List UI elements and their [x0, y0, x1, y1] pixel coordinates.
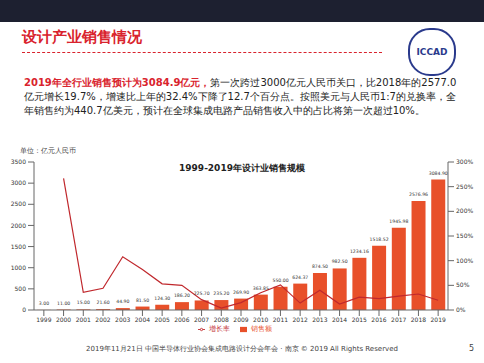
svg-text:225.70: 225.70 — [194, 291, 210, 296]
svg-text:2010: 2010 — [253, 316, 268, 323]
svg-text:2015: 2015 — [352, 316, 367, 323]
svg-text:2007: 2007 — [194, 316, 209, 323]
svg-text:200%: 200% — [456, 207, 473, 214]
svg-text:21.60: 21.60 — [97, 300, 110, 305]
svg-text:100%: 100% — [456, 257, 473, 264]
svg-text:2011: 2011 — [273, 316, 288, 323]
svg-text:300%: 300% — [456, 158, 473, 165]
svg-text:2017: 2017 — [391, 316, 406, 323]
svg-text:2013: 2013 — [312, 316, 327, 323]
html-text:5: 5 — [468, 344, 474, 353]
html-text:1999-2019年设计业销售规模: 1999-2019年设计业销售规模 — [179, 163, 305, 173]
html-text:增长率: 增长率 — [209, 325, 230, 333]
svg-text:0%: 0% — [456, 306, 466, 313]
svg-text:2014: 2014 — [332, 316, 347, 323]
svg-text:1000: 1000 — [11, 264, 26, 271]
svg-text:3084.90: 3084.90 — [429, 171, 448, 176]
svg-text:2005: 2005 — [155, 316, 170, 323]
svg-text:2018: 2018 — [411, 316, 426, 323]
svg-text:11.00: 11.00 — [57, 301, 70, 306]
svg-text:2576.96: 2576.96 — [409, 192, 428, 197]
html-text:销售额: 销售额 — [251, 325, 272, 333]
svg-text:2003: 2003 — [115, 316, 130, 323]
svg-text:15.00: 15.00 — [77, 300, 90, 305]
svg-text:624.37: 624.37 — [292, 275, 308, 280]
svg-text:1234.16: 1234.16 — [350, 249, 369, 254]
svg-text:550.00: 550.00 — [272, 278, 288, 283]
html-text:2019年全行业销售预计为3084.9亿元，第一次跨过300: 2019年全行业销售预计为3084.9亿元，第一次跨过3000亿元人民币关口，比… — [24, 77, 457, 116]
svg-text:2016: 2016 — [371, 316, 386, 323]
svg-text:3.00: 3.00 — [39, 301, 49, 306]
html-text:2019年11月21日 中国半导体行业协会集成电路设计分会年: 2019年11月21日 中国半导体行业协会集成电路设计分会年会 · 南京 © 2… — [86, 345, 398, 353]
svg-text:982.50: 982.50 — [332, 259, 348, 264]
html-text:单位：亿元人民币: 单位：亿元人民币 — [20, 147, 76, 155]
svg-text:2000: 2000 — [11, 222, 26, 229]
svg-text:3000: 3000 — [11, 179, 26, 186]
svg-text:269.90: 269.90 — [233, 290, 249, 295]
svg-text:2019: 2019 — [431, 316, 446, 323]
svg-text:81.50: 81.50 — [136, 298, 149, 303]
svg-text:363.85: 363.85 — [253, 286, 269, 291]
svg-text:1945.98: 1945.98 — [389, 219, 408, 224]
svg-text:1999: 1999 — [36, 316, 51, 323]
svg-text:500: 500 — [15, 285, 27, 292]
svg-text:2004: 2004 — [135, 316, 150, 323]
html-text:ICCAD: ICCAD — [416, 47, 448, 57]
svg-text:150%: 150% — [456, 232, 473, 239]
svg-text:1500: 1500 — [11, 243, 26, 250]
svg-text:2000: 2000 — [56, 316, 71, 323]
svg-text:2002: 2002 — [95, 316, 110, 323]
svg-text:2006: 2006 — [174, 316, 189, 323]
svg-text:44.90: 44.90 — [116, 299, 129, 304]
svg-text:2008: 2008 — [214, 316, 229, 323]
svg-text:2500: 2500 — [11, 200, 26, 207]
svg-text:874.50: 874.50 — [312, 264, 328, 269]
svg-text:2001: 2001 — [76, 316, 91, 323]
svg-text:2012: 2012 — [293, 316, 308, 323]
svg-text:0: 0 — [22, 306, 26, 313]
svg-text:235.20: 235.20 — [213, 291, 229, 296]
svg-text:2009: 2009 — [233, 316, 248, 323]
svg-text:124.30: 124.30 — [154, 296, 170, 301]
svg-text:186.20: 186.20 — [174, 293, 190, 298]
svg-text:250%: 250% — [456, 183, 473, 190]
html-text:设计产业销售情况: 设计产业销售情况 — [22, 28, 142, 46]
svg-text:1518.52: 1518.52 — [370, 237, 389, 242]
svg-text:3500: 3500 — [11, 158, 26, 165]
svg-text:50%: 50% — [456, 281, 470, 288]
